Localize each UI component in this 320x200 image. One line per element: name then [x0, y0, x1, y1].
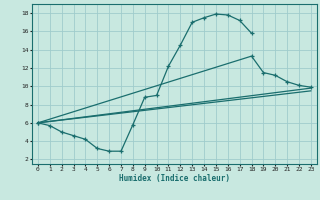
X-axis label: Humidex (Indice chaleur): Humidex (Indice chaleur): [119, 174, 230, 183]
